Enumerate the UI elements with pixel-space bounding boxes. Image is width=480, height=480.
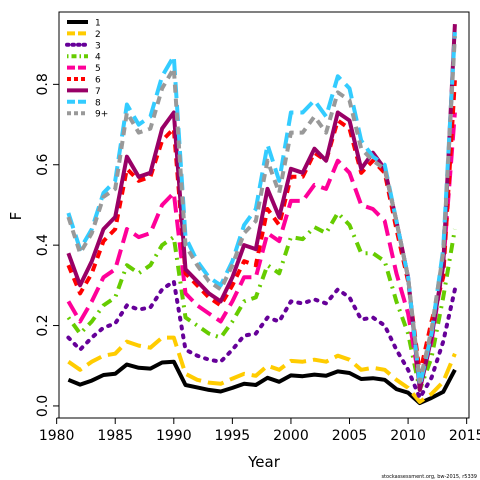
series-line-1	[67, 359, 457, 406]
credit-text: stockassessment.org, bw-2015, r5339	[381, 474, 477, 480]
x-tick-label: 2010	[390, 428, 426, 444]
series-line-5	[66, 112, 457, 386]
x-tick-label: 1990	[156, 428, 192, 444]
y-tick-label: 0.6	[35, 154, 51, 176]
x-tick-label: 1980	[39, 428, 75, 444]
x-axis-title: Year	[247, 453, 281, 471]
series-line-2	[67, 335, 457, 404]
x-axis: 1980 1985 1990 1995 2000 2005 2010 2015	[39, 417, 480, 444]
legend-label-7: 7	[95, 87, 101, 97]
y-axis-title: F	[7, 212, 25, 221]
legend-label-3: 3	[95, 41, 101, 51]
x-tick-label: 1985	[97, 428, 133, 444]
legend-label-4: 4	[95, 53, 101, 63]
series-layer	[66, 24, 457, 406]
x-tick-label: 2005	[332, 428, 368, 444]
legend: 123 45 678 9+	[65, 19, 108, 120]
y-tick-label: 0.0	[35, 395, 51, 417]
series-line-6	[66, 80, 457, 376]
y-tick-label: 0.8	[35, 73, 51, 95]
legend-label-5: 5	[95, 64, 101, 74]
series-line-8	[66, 31, 457, 388]
series-line-3	[66, 279, 457, 400]
y-axis: 0.0 0.2 0.4 0.6 0.8	[35, 73, 60, 417]
legend-label-1: 1	[95, 19, 101, 29]
x-tick-label: 2015	[449, 428, 480, 444]
y-tick-label: 0.2	[35, 314, 51, 336]
x-tick-label: 1995	[215, 428, 251, 444]
series-line-9	[66, 35, 457, 384]
legend-label-6: 6	[95, 76, 101, 86]
series-line-7	[66, 24, 457, 392]
legend-label-9: 9+	[95, 110, 108, 120]
legend-label-2: 2	[95, 30, 101, 40]
x-tick-label: 2000	[273, 428, 309, 444]
legend-label-8: 8	[95, 98, 101, 108]
series-line-4	[66, 211, 457, 392]
y-tick-label: 0.4	[35, 234, 51, 256]
